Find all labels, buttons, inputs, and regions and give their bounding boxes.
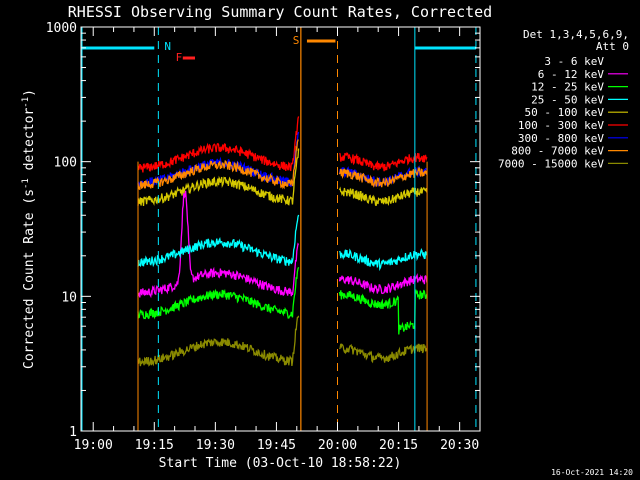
series-line-7000-15000-kev-seg1 — [137, 315, 300, 367]
chart-title: RHESSI Observing Summary Count Rates, Co… — [68, 3, 492, 21]
flare-flag-label: F — [176, 51, 183, 64]
y-axis-label-part-a: Corrected Count Rate (s — [22, 189, 37, 369]
series-line-12-25-kev-seg1 — [137, 266, 300, 320]
series-line-100-300-kev-seg2 — [339, 152, 428, 172]
legend-label-3: 12 - 25 keV — [531, 81, 604, 94]
y-axis-label-part-e: ) — [22, 89, 37, 97]
series-line-6-12-kev-seg2 — [338, 272, 428, 295]
y-axis-label-exp-2: -1 — [21, 97, 31, 108]
series-line-800-7000-kev-seg2 — [338, 166, 428, 188]
saa-flag-label: S — [293, 34, 300, 47]
series-line-25-50-kev-seg1 — [137, 214, 300, 268]
x-tick-label: 20:15 — [379, 438, 418, 453]
y-axis-label: Corrected Count Rate (s-1 detector-1) — [21, 89, 37, 369]
series-line-100-300-kev-seg1 — [137, 116, 300, 173]
legend-label-9: 7000 - 15000 keV — [498, 157, 604, 170]
x-tick-label: 19:15 — [135, 438, 174, 453]
y-axis-label-exp-1: -1 — [21, 178, 31, 189]
series-line-3-6-kev-seg2 — [338, 349, 428, 415]
legend-label-8: 800 - 7000 keV — [511, 145, 604, 158]
x-tick-label: 20:30 — [440, 438, 479, 453]
legend-header-line-2: Att 0 — [596, 40, 629, 53]
series-line-12-25-kev-seg2 — [338, 288, 428, 335]
legend-label-2: 6 - 12 keV — [538, 68, 605, 81]
legend-label-1: 3 - 6 keV — [544, 55, 604, 68]
plot-frame — [80, 26, 481, 432]
series-line-800-7000-kev-seg1 — [137, 139, 299, 190]
y-tick-label: 100 — [54, 156, 77, 171]
series-line-25-50-kev-seg2 — [338, 248, 428, 272]
y-tick-label: 1 — [69, 425, 77, 440]
series-line-50-100-kev-seg1 — [137, 148, 300, 207]
legend-header-line-1: Det 1,3,4,5,6,9, — [523, 28, 629, 41]
x-tick-label: 20:00 — [318, 438, 357, 453]
plot-elements: NF S — [81, 27, 477, 431]
y-tick-label: 1000 — [46, 21, 77, 36]
y-tick-label: 10 — [61, 290, 77, 305]
legend-label-4: 25 - 50 keV — [531, 93, 604, 106]
legend-label-7: 300 - 800 keV — [518, 132, 604, 145]
y-axis-label-part-c: detector — [22, 108, 37, 179]
legend-label-6: 100 - 300 keV — [518, 119, 604, 132]
series-line-6-12-kev-seg1 — [137, 190, 300, 299]
legend-label-5: 50 - 100 keV — [525, 106, 605, 119]
timestamp: 16-Oct-2021 14:20 — [551, 468, 633, 477]
x-axis-label: Start Time (03-Oct-10 18:58:22) — [159, 456, 402, 471]
x-tick-label: 19:30 — [196, 438, 235, 453]
series-line-3-6-kev-seg1 — [137, 213, 300, 396]
series-line-7000-15000-kev-seg2 — [339, 343, 428, 364]
night-flag-label: N — [164, 40, 171, 53]
x-tick-label: 19:45 — [257, 438, 296, 453]
series-line-50-100-kev-seg2 — [338, 186, 428, 207]
x-tick-label: 19:00 — [74, 438, 113, 453]
